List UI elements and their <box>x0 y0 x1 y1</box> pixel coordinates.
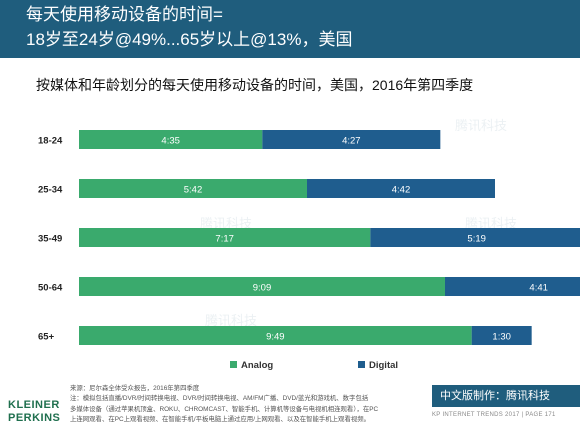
bar-value-label: 9:09 <box>253 283 272 294</box>
bar-value-label: 5:42 <box>184 185 203 196</box>
bar-value-label: 4:35 <box>161 136 180 147</box>
category-label: 18-24 <box>38 136 63 147</box>
analog-bar <box>79 130 263 149</box>
footer-notes: 来源：尼尔森全体受众报告，2016年第四季度 注：模拟包括直播/DVR/时间转换… <box>70 384 410 426</box>
watermark-text: 腾讯科技 <box>205 313 257 328</box>
watermark-text: 腾讯科技 <box>465 216 517 231</box>
footnote-line: 上连网观看、在PC上观看视频、在智能手机/平板电脑上通过应用/上网观看、以及在智… <box>70 416 371 424</box>
category-label: 35-49 <box>38 234 62 245</box>
footnote-line: 注：模拟包括直播/DVR/时间转换电视、DVR/时间转换电视、AM/FM广播、D… <box>70 395 369 403</box>
legend-swatch <box>358 361 365 368</box>
bar-value-label: 4:42 <box>392 185 411 196</box>
chart-subtitle: 按媒体和年龄划分的每天使用移动设备的时间，美国，2016年第四季度 <box>36 77 474 93</box>
source-note: 来源：尼尔森全体受众报告，2016年第四季度 <box>70 385 200 392</box>
legend-swatch <box>230 361 237 368</box>
analog-bar <box>79 326 472 345</box>
bar-value-label: 9:49 <box>266 332 285 343</box>
page-title-line1: 每天使用移动设备的时间= <box>26 5 223 24</box>
digital-bar <box>445 277 580 296</box>
bar-value-label: 4:27 <box>342 136 361 147</box>
category-label: 50-64 <box>38 283 63 294</box>
page-footer: KP INTERNET TRENDS 2017 | PAGE 171 <box>432 412 556 418</box>
logo-line1: KLEINER <box>8 399 60 411</box>
translation-badge: 中文版制作：腾讯科技 <box>432 385 580 407</box>
logo-line2: PERKINS <box>8 412 61 424</box>
digital-bar <box>307 179 495 198</box>
bar-value-label: 4:41 <box>529 283 548 294</box>
footnote-line: 多媒体设备（通过苹果机顶盒、ROKU、CHROMCAST、智能手机、计算机等设备… <box>70 405 379 413</box>
digital-bar <box>262 130 441 149</box>
bar-value-label: 5:19 <box>467 234 486 245</box>
category-label: 65+ <box>38 332 55 343</box>
bars-group: 18-24 4:35 4:27 25-34 5:42 4:42 35-49 7:17 5:19 5… <box>38 130 580 345</box>
legend-label: Analog <box>241 360 273 371</box>
watermark-group: 腾讯科技腾讯科技腾讯科技腾讯科技腾讯科技 <box>200 118 517 343</box>
kleiner-perkins-logo: KLEINER PERKINS <box>8 399 60 425</box>
analog-bar <box>79 179 307 198</box>
analog-bar <box>79 277 445 296</box>
digital-bar <box>370 228 580 247</box>
legend-label: Digital <box>369 360 398 371</box>
bar-value-label: 7:17 <box>215 234 234 245</box>
page-title-line2: 18岁至24岁@49%...65岁以上@13%，美国 <box>26 30 353 49</box>
analog-bar <box>79 228 371 247</box>
header-banner <box>0 0 580 58</box>
category-label: 25-34 <box>38 185 63 196</box>
chart-legend: Analog Digital <box>230 360 398 371</box>
bar-value-label: 1:30 <box>492 332 511 343</box>
watermark-text: 腾讯科技 <box>455 118 507 133</box>
watermark-text: 腾讯科技 <box>200 216 252 231</box>
digital-bar <box>471 326 532 345</box>
